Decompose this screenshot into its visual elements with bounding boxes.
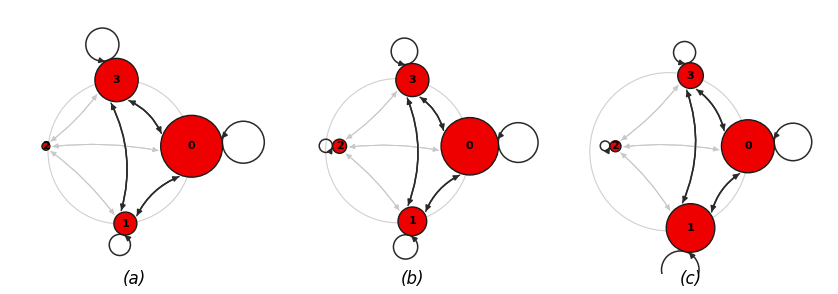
Circle shape — [42, 142, 50, 150]
Circle shape — [398, 207, 427, 236]
Circle shape — [333, 139, 347, 153]
Circle shape — [114, 212, 137, 235]
Text: 0: 0 — [466, 141, 473, 151]
Text: 1: 1 — [686, 223, 695, 233]
Text: (a): (a) — [122, 270, 146, 288]
Text: 2: 2 — [336, 141, 344, 151]
Text: 1: 1 — [122, 218, 129, 228]
Circle shape — [722, 120, 774, 173]
Circle shape — [161, 115, 223, 177]
Text: 0: 0 — [188, 141, 195, 151]
Text: 3: 3 — [686, 71, 695, 81]
Text: (c): (c) — [680, 270, 701, 288]
Text: 2: 2 — [42, 141, 49, 151]
Circle shape — [441, 118, 499, 175]
Circle shape — [95, 59, 138, 102]
Text: 1: 1 — [408, 216, 416, 226]
Text: (b): (b) — [401, 270, 424, 288]
Text: 3: 3 — [409, 75, 416, 85]
Circle shape — [610, 141, 621, 152]
Text: 0: 0 — [744, 141, 752, 151]
Circle shape — [396, 64, 429, 97]
Text: 2: 2 — [612, 141, 619, 151]
Circle shape — [666, 204, 715, 252]
Text: 3: 3 — [113, 75, 121, 85]
Circle shape — [678, 63, 703, 88]
